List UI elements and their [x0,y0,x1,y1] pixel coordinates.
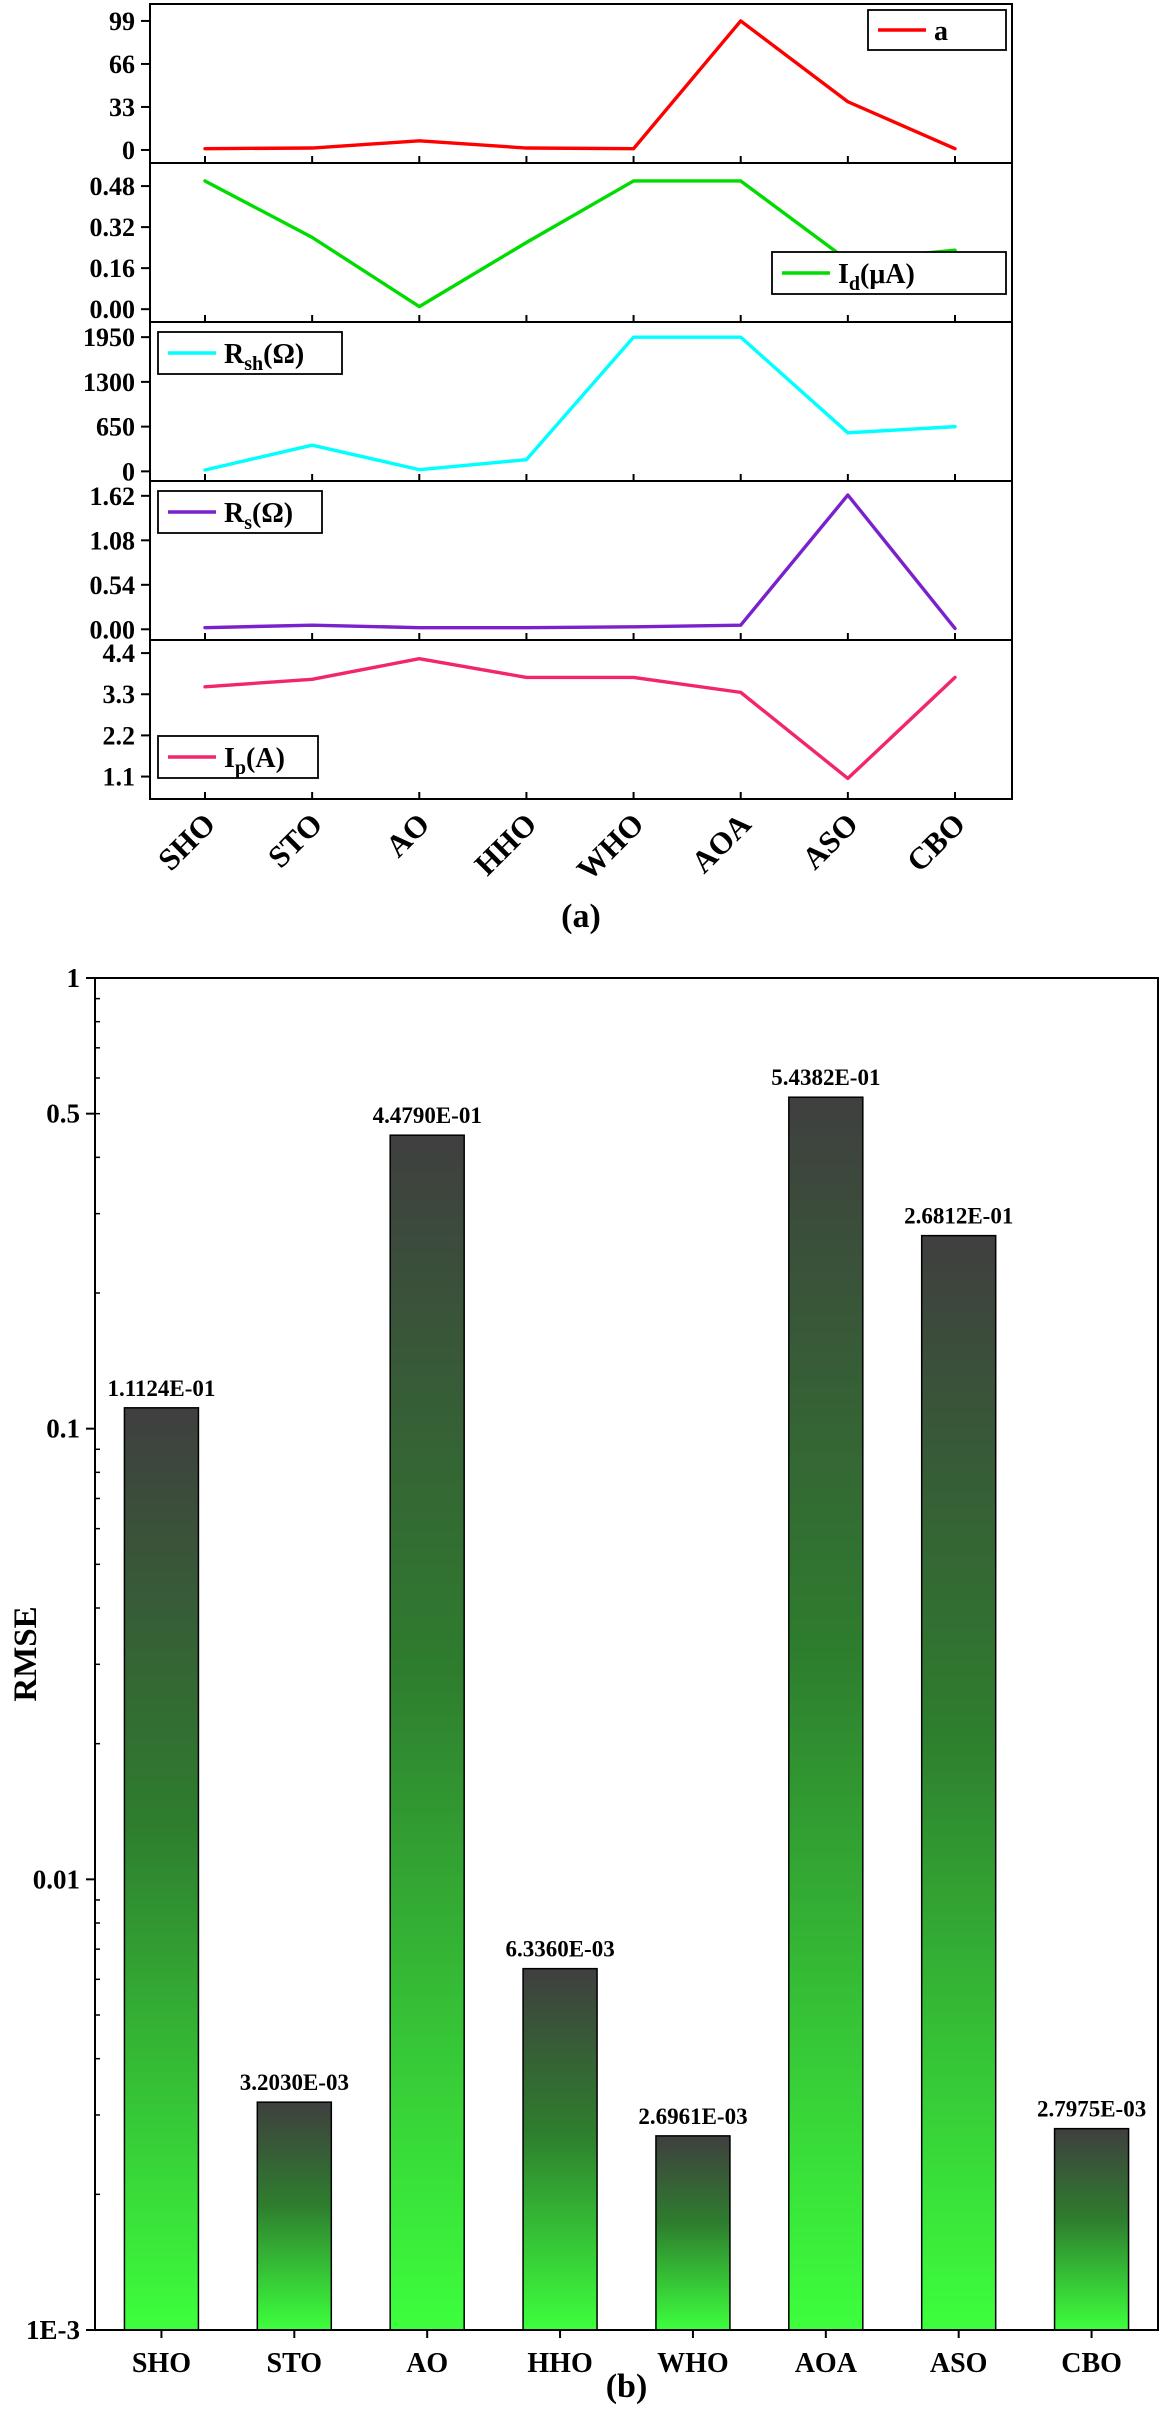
rmse-bar-HHO [522,1967,598,2331]
rmse-bar-AO [389,1134,465,2331]
y-tick-label: 99 [109,7,135,36]
axes-frame [149,639,1013,800]
panel-b-x-label: CBO [1061,2348,1122,2379]
panel-b-y-axis-title: RMSE [8,1606,44,1701]
panel-b-x-label: HHO [527,2348,592,2379]
legend-label: Ip(A) [224,743,285,779]
panel-a-x-label: HHO [467,806,543,882]
caption-b: (b) [605,2368,648,2405]
y-tick-label: 1 [67,963,81,993]
bar-value-label: 2.6961E-03 [638,2104,747,2129]
bar-value-label: 2.7975E-03 [1037,2097,1146,2122]
panel-a-x-label: ASO [795,806,865,876]
series-line-series-resistance [203,493,957,631]
panel-a-x-label: AO [379,806,437,864]
subplot-shunt-resistance: 0 650 1300 1950 Rsh(Ω) [83,321,1013,486]
y-tick-label: 0 [122,457,135,486]
legend-label: a [934,16,948,47]
panel-a-x-label: WHO [570,806,651,887]
series-line-photocurrent [203,657,957,781]
panel-a-x-label: STO [261,806,329,874]
y-tick-label: 2.2 [103,721,136,750]
panel-b-x-label: ASO [930,2348,988,2379]
y-tick-label: 0.32 [90,213,136,242]
y-tick-label: 0.48 [90,172,136,201]
rmse-bar-CBO [1053,2127,1130,2331]
y-tick-label: 0.54 [90,571,136,600]
y-tick-label: 0.5 [46,1099,80,1129]
bar-value-label: 5.4382E-01 [771,1065,880,1090]
subplot-photocurrent: 1.1 2.2 3.3 4.4 Ip(A) [103,639,1013,800]
subplot-series-resistance: 0.00 0.54 1.08 1.62 Rs(Ω) [90,480,1013,644]
caption-a: (a) [561,898,601,935]
axes-frame [149,162,1013,323]
legend-label: Rsh(Ω) [224,339,304,375]
y-tick-label: 0.16 [90,254,136,283]
y-tick-label: 3.3 [103,680,136,709]
rmse-bar-AOA [788,1096,864,2331]
panel-a-x-label: SHO [151,806,222,877]
bar-value-label: 3.2030E-03 [240,2070,349,2095]
panel-a-x-label: AOA [684,806,758,880]
panel-a-x-label: CBO [900,806,972,878]
legend-label: Id(μA) [838,259,915,295]
y-tick-label: 1.08 [90,526,136,555]
y-tick-label: 33 [109,93,135,122]
series-line-diode-current [203,179,957,309]
bar-value-label: 4.4790E-01 [373,1103,482,1128]
bar-value-label: 2.6812E-01 [904,1204,1013,1229]
bar-value-label: 1.1124E-01 [107,1376,215,1401]
y-tick-label: 0.00 [90,295,136,324]
y-tick-label: 1.62 [90,482,136,511]
y-tick-label: 650 [96,413,135,442]
y-tick-label: 1300 [83,368,135,397]
rmse-chart: 1.1124E-01 SHO 3.2030E-03 STO 4.4790E-01 AO 6.… [8,963,1159,2379]
rmse-bar-WHO [655,2135,731,2331]
y-tick-label: 0.00 [90,615,136,644]
y-tick-label: 1E-3 [26,2315,80,2345]
y-tick-label: 0.1 [46,1414,80,1444]
series-line-shunt-resistance [203,335,957,472]
panel-b-x-label: STO [267,2348,323,2379]
rmse-bar-SHO [123,1407,200,2331]
subplot-ideality-factor: 0 33 66 99 a [109,3,1013,165]
y-tick-label: 1.1 [103,763,136,792]
axes-frame [94,977,1159,2331]
y-tick-label: 4.4 [103,639,136,668]
panel-b-x-label: SHO [132,2348,191,2379]
rmse-bar-ASO [920,1234,997,2331]
panel-b-x-label: AOA [795,2348,858,2379]
legend-label: Rs(Ω) [224,498,293,534]
panel-b-x-label: AO [406,2348,448,2379]
y-tick-label: 0.01 [33,1864,80,1894]
y-tick-label: 1950 [83,323,135,352]
series-line-ideality-factor [203,19,957,151]
y-tick-label: 66 [109,50,135,79]
rmse-bar-STO [256,2101,333,2331]
panel-b-x-label: WHO [657,2348,729,2379]
subplot-diode-current: 0.00 0.16 0.32 0.48 Id(μA) [90,162,1013,324]
y-tick-label: 0 [122,136,135,165]
bar-value-label: 6.3360E-03 [505,1937,614,1962]
